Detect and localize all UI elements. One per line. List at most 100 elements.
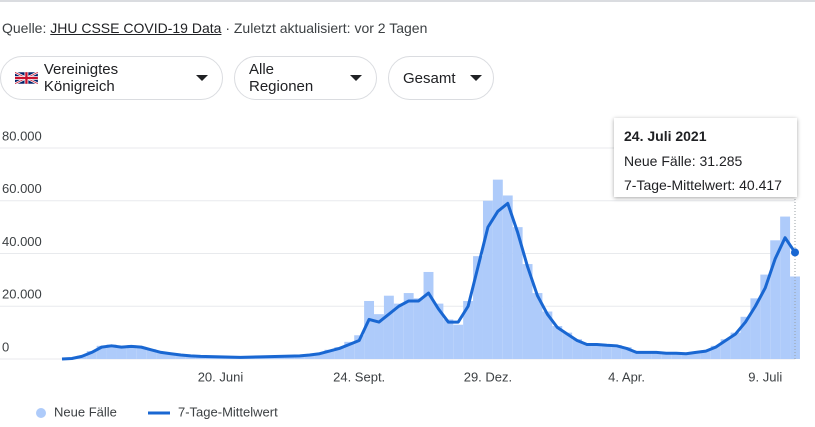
legend-label: Neue Fälle [54, 404, 117, 419]
bar [433, 303, 444, 359]
bar [235, 357, 246, 359]
bar [512, 227, 523, 359]
bar [413, 298, 424, 359]
x-tick-label: 20. Juni [198, 369, 244, 384]
bar [770, 240, 781, 359]
y-tick-label: 80.000 [2, 128, 42, 143]
hover-dot [791, 248, 799, 257]
tooltip-line: Neue Fälle: 31.285 [624, 152, 743, 169]
bar [86, 351, 97, 359]
bar [740, 316, 751, 359]
bar [126, 345, 137, 359]
bar [374, 314, 384, 359]
bar [790, 276, 800, 359]
bar [641, 351, 652, 359]
bar [344, 341, 355, 359]
bar [255, 356, 266, 359]
bar [225, 356, 236, 359]
bar [473, 256, 483, 359]
bar [611, 345, 622, 359]
bar [780, 216, 791, 359]
bar [522, 264, 533, 359]
bar [294, 355, 305, 359]
top-border [0, 0, 815, 2]
bar [265, 356, 275, 359]
bar [651, 352, 662, 359]
bar [383, 295, 394, 359]
legend-swatch [36, 408, 46, 418]
x-tick-label: 4. Apr. [608, 369, 645, 384]
bar [532, 293, 543, 359]
bar [710, 345, 721, 359]
bar [274, 356, 285, 359]
bar [354, 335, 365, 359]
y-tick-label: 60.000 [2, 181, 42, 196]
bar [76, 355, 87, 359]
bar [364, 300, 375, 359]
bar [681, 353, 691, 359]
updated: · Zuletzt aktualisiert: vor 2 Tagen [225, 20, 428, 36]
dropdown-label: Vereinigtes Königreich [43, 61, 119, 95]
dropdown-label: Gesamt [403, 69, 456, 87]
bar [96, 345, 107, 359]
bar [136, 346, 147, 359]
bar [760, 274, 771, 359]
bar [334, 347, 345, 359]
bar [453, 324, 464, 359]
bar [621, 347, 632, 359]
bar [750, 298, 761, 359]
bar [482, 200, 493, 359]
y-tick-label: 0 [2, 339, 9, 354]
bar [324, 349, 335, 359]
bar [66, 358, 77, 359]
bar [156, 351, 167, 359]
x-tick-label: 9. Juli [748, 369, 782, 384]
bar [146, 349, 157, 359]
bar [542, 311, 553, 359]
bar [185, 355, 196, 359]
bar [443, 319, 454, 359]
bar [700, 350, 711, 359]
bar [393, 303, 404, 359]
bar [175, 354, 186, 359]
bar [423, 271, 434, 359]
tooltip-date: 24. Juli 2021 [624, 128, 707, 144]
region-dropdown[interactable]: Alle Regionen [234, 56, 377, 100]
bar [304, 354, 315, 359]
bar [690, 351, 701, 359]
flag [15, 71, 38, 85]
bar [116, 346, 127, 359]
source-line: Quelle: JHU CSSE COVID-19 Data · Zuletzt… [2, 20, 427, 36]
y-tick-label: 20.000 [2, 287, 42, 302]
source-link[interactable]: JHU CSSE COVID-19 Data [50, 20, 222, 36]
tooltip: 24. Juli 2021 Neue Fälle: 31.285 7-Tage-… [614, 118, 797, 197]
avg-line [61, 201, 797, 361]
bar [205, 356, 216, 359]
bar [502, 195, 513, 359]
bar [195, 356, 206, 359]
metric-dropdown[interactable]: Gesamt [388, 56, 494, 100]
legend-label: 7-Tage-Mittelwert [178, 404, 278, 419]
bar [166, 353, 176, 359]
bar [720, 339, 731, 359]
bar [671, 352, 682, 359]
bar [730, 332, 741, 359]
bar [463, 300, 474, 359]
x-tick-label: 24. Sept. [333, 369, 385, 384]
y-tick-label: 40.000 [2, 234, 42, 249]
bar [215, 356, 226, 359]
bar [403, 293, 414, 359]
dropdown-label: Alle Regionen [249, 61, 314, 95]
bar [591, 343, 602, 359]
bar [284, 355, 295, 359]
bar [631, 351, 642, 359]
bar [582, 343, 592, 359]
source-label: Quelle: [2, 20, 47, 36]
bar [245, 356, 256, 359]
tooltip-line: 7-Tage-Mittelwert: 40.417 [624, 177, 782, 193]
bar [314, 352, 325, 359]
bar [661, 352, 672, 359]
country-dropdown[interactable]: Vereinigtes Königreich [0, 56, 223, 100]
bar [562, 332, 573, 359]
